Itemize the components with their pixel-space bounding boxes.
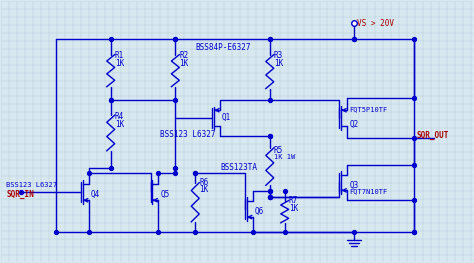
Text: 1K: 1K (115, 120, 124, 129)
Text: R3: R3 (274, 51, 283, 60)
Text: Q6: Q6 (255, 207, 264, 216)
Text: R1: R1 (115, 51, 124, 60)
Text: VS > 20V: VS > 20V (357, 19, 394, 28)
Text: 1K: 1K (199, 185, 209, 194)
Text: SQR_IN: SQR_IN (6, 190, 34, 199)
Text: Q3: Q3 (349, 180, 359, 189)
Text: BSS123 L6327: BSS123 L6327 (6, 183, 57, 189)
Text: 1K: 1K (115, 59, 124, 68)
Text: 1K: 1K (289, 204, 298, 213)
Text: R7: R7 (289, 196, 298, 205)
Text: BSS123 L6327: BSS123 L6327 (161, 130, 216, 139)
Text: R5: R5 (274, 146, 283, 155)
Text: R6: R6 (199, 178, 209, 186)
Text: FQT7N10TF: FQT7N10TF (349, 188, 388, 194)
Text: 1K: 1K (274, 59, 283, 68)
Text: Q2: Q2 (349, 120, 359, 129)
Text: Q5: Q5 (161, 190, 170, 199)
Text: BSS84P-E6327: BSS84P-E6327 (195, 43, 251, 52)
Text: Q1: Q1 (222, 113, 231, 122)
Text: 1K 1W: 1K 1W (274, 154, 295, 160)
Text: R2: R2 (179, 51, 189, 60)
Text: Q4: Q4 (91, 190, 100, 199)
Text: FQT5P10TF: FQT5P10TF (349, 106, 388, 112)
Text: R4: R4 (115, 112, 124, 121)
Text: BSS123TA: BSS123TA (220, 163, 257, 172)
Text: SQR_OUT: SQR_OUT (417, 131, 449, 140)
Text: 1K: 1K (179, 59, 189, 68)
